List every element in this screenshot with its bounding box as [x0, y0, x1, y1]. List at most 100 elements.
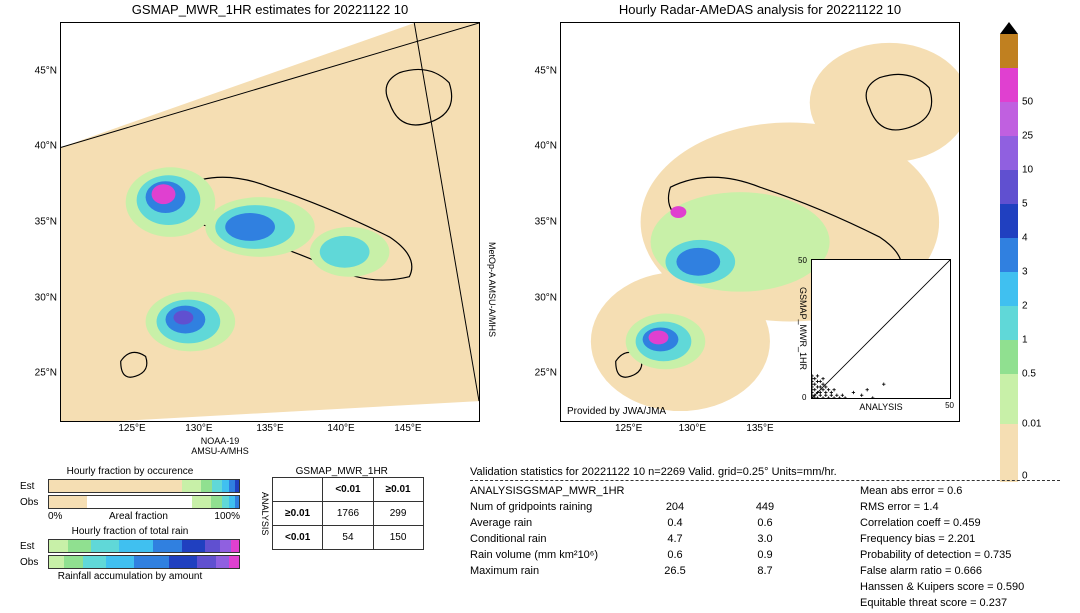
- colorbar-label: 1: [1022, 335, 1028, 346]
- stats-key: Num of gridpoints raining: [470, 501, 640, 513]
- stats-row: Rain volume (mm km²10⁶)0.60.9: [470, 549, 820, 561]
- stats-val: 0.6: [710, 517, 820, 529]
- colorbar-segment: 5: [1000, 204, 1018, 238]
- stats-head: GSMAP_MWR_1HR: [523, 485, 624, 497]
- xtick: 130°E: [179, 421, 219, 434]
- stats-val: 0.6: [640, 549, 710, 561]
- colorbar-label: 0.5: [1022, 369, 1036, 380]
- stats-row: Conditional rain4.73.0: [470, 533, 820, 545]
- ct-col: <0.01: [323, 478, 373, 502]
- fraction-row-label: Est: [20, 541, 48, 552]
- right-map-panel: 45°N 40°N 35°N 30°N 25°N 125°E 130°E 135…: [560, 22, 960, 422]
- stats-right-col: Mean abs error = 0.6 RMS error = 1.4 Corre…: [860, 485, 1024, 613]
- stats-val: 204: [640, 501, 710, 513]
- xtick: 135°E: [740, 421, 780, 434]
- frac-title: Hourly fraction by occurence: [20, 466, 240, 477]
- fraction-seg: [222, 480, 230, 492]
- colorbar-segment: 4: [1000, 238, 1018, 272]
- fraction-seg: [153, 540, 182, 552]
- colorbar-label: 2: [1022, 301, 1028, 312]
- stats-val: 0.666: [954, 565, 982, 577]
- xtick: 135°E: [250, 421, 290, 434]
- colorbar-segment: [1000, 34, 1018, 68]
- stats-key: Equitable threat score =: [860, 597, 980, 609]
- stats-val: 0.237: [980, 597, 1008, 609]
- colorbar-label: 4: [1022, 233, 1028, 244]
- stats-key: Maximum rain: [470, 565, 640, 577]
- ytick: 25°N: [17, 368, 61, 379]
- stats-row: Num of gridpoints raining204449: [470, 501, 820, 513]
- frac-title-total: Hourly fraction of total rain: [20, 526, 240, 537]
- frac-axis-label: Areal fraction: [109, 511, 168, 522]
- stats-val: 1.4: [923, 501, 938, 513]
- ytick: 40°N: [17, 141, 61, 152]
- fraction-seg: [235, 496, 239, 508]
- left-map-panel: 45°N 40°N 35°N 30°N 25°N 125°E 130°E 135…: [60, 22, 480, 422]
- colorbar-label: 3: [1022, 267, 1028, 278]
- ytick: 45°N: [17, 65, 61, 76]
- colorbar-label: 10: [1022, 165, 1033, 176]
- fraction-seg: [91, 540, 120, 552]
- xtick: 125°E: [609, 421, 649, 434]
- ct-title: GSMAP_MWR_1HR: [260, 466, 424, 477]
- fraction-bar: [48, 555, 240, 569]
- ct-cell: 54: [323, 526, 373, 550]
- fraction-seg: [182, 480, 201, 492]
- colorbar-arrow-top: [1000, 22, 1018, 34]
- fraction-seg: [49, 556, 64, 568]
- stats-key: RMS error =: [860, 501, 923, 513]
- stats-row: Correlation coeff = 0.459: [860, 517, 1024, 529]
- stats-row: Mean abs error = 0.6: [860, 485, 1024, 497]
- stats-key: Rain volume (mm km²10⁶): [470, 549, 640, 561]
- stats-key: Frequency bias =: [860, 533, 948, 545]
- stats-key: Hanssen & Kuipers score =: [860, 581, 997, 593]
- stats-row: Hanssen & Kuipers score = 0.590: [860, 581, 1024, 593]
- stats-val: 0.9: [710, 549, 820, 561]
- ct-ylabel: ANALYSIS: [260, 492, 272, 535]
- fraction-occurrence: Hourly fraction by occurence EstObs 0% A…: [20, 466, 240, 584]
- fraction-row-label: Est: [20, 481, 48, 492]
- colorbar-segment: 50: [1000, 102, 1018, 136]
- frac-axis-max: 100%: [214, 511, 240, 522]
- stats-panel: Validation statistics for 20221122 10 n=…: [470, 466, 1060, 613]
- colorbar-segment: [1000, 68, 1018, 102]
- colorbar: 502510543210.50.010: [1000, 22, 1018, 493]
- ytick: 45°N: [517, 65, 561, 76]
- stats-row: Average rain0.40.6: [470, 517, 820, 529]
- fraction-seg: [216, 556, 229, 568]
- scatter-inset: ANALYSIS GSMAP_MWR_1HR 0 50 50: [811, 259, 951, 399]
- fraction-row: Obs: [20, 555, 240, 569]
- fraction-seg: [201, 480, 212, 492]
- scatter-tick: 50: [798, 256, 807, 265]
- stats-val: 449: [710, 501, 820, 513]
- fraction-bar: [48, 539, 240, 553]
- fraction-bar: [48, 479, 240, 493]
- provided-label: Provided by JWA/JMA: [567, 406, 666, 417]
- stats-title: Validation statistics for 20221122 10 n=…: [470, 466, 1060, 481]
- ytick: 30°N: [517, 292, 561, 303]
- fraction-row: Est: [20, 479, 240, 493]
- colorbar-label: 25: [1022, 131, 1033, 142]
- ytick: 30°N: [17, 292, 61, 303]
- colorbar-segment: 3: [1000, 272, 1018, 306]
- xtick: 140°E: [321, 421, 361, 434]
- stats-val: 2.201: [948, 533, 976, 545]
- fraction-bar: [48, 495, 240, 509]
- stats-head: ANALYSIS: [470, 485, 523, 497]
- stats-val: 0.4: [640, 517, 710, 529]
- fraction-seg: [87, 496, 192, 508]
- fraction-seg: [220, 540, 231, 552]
- fraction-seg: [182, 540, 205, 552]
- right-map-title: Hourly Radar-AMeDAS analysis for 2022112…: [560, 2, 960, 17]
- fraction-row: Obs: [20, 495, 240, 509]
- stats-key: Conditional rain: [470, 533, 640, 545]
- ytick: 25°N: [517, 368, 561, 379]
- fraction-row-label: Obs: [20, 497, 48, 508]
- right-side-label: MetOp-A AMSU-A/MHS: [487, 242, 497, 337]
- stats-val: 26.5: [640, 565, 710, 577]
- stats-row: False alarm ratio = 0.666: [860, 565, 1024, 577]
- fraction-seg: [49, 480, 182, 492]
- colorbar-segment: 2: [1000, 306, 1018, 340]
- stats-val: 0.735: [984, 549, 1012, 561]
- fraction-seg: [83, 556, 106, 568]
